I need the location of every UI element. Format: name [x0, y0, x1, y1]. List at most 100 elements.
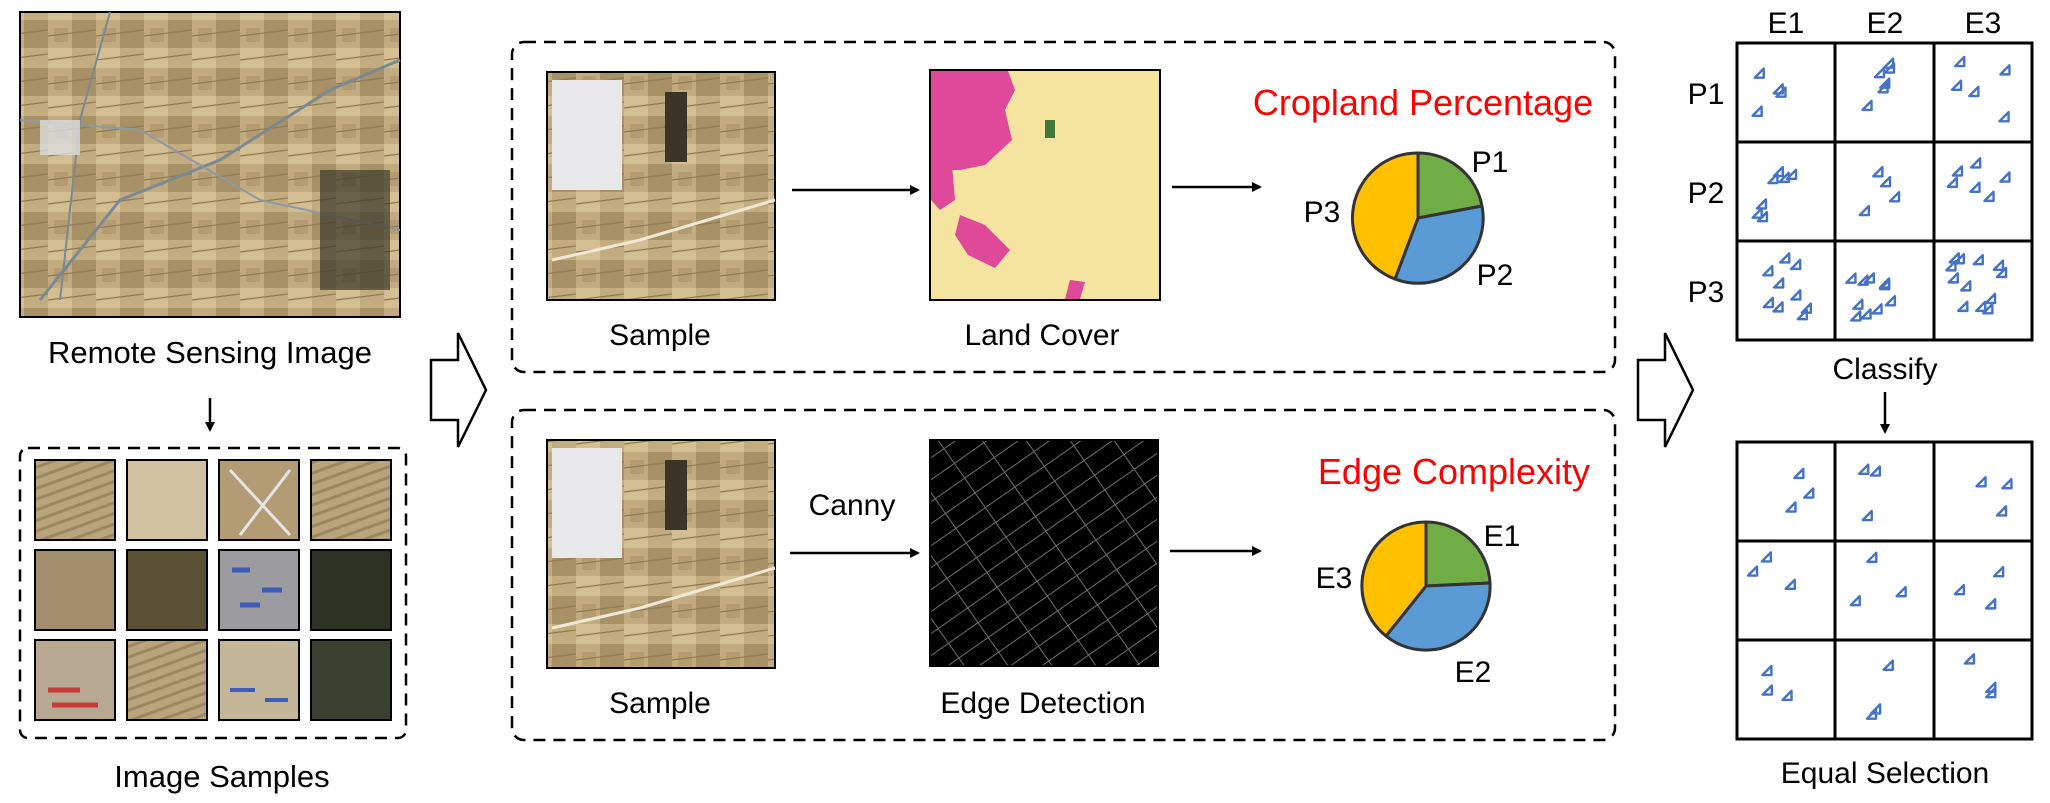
triangle-marker: [1995, 505, 2008, 517]
sample-image-bottom: [546, 439, 776, 669]
triangle-marker: [1767, 172, 1779, 185]
triangle-marker: [1785, 501, 1797, 513]
pie-label-p2: P2: [1477, 259, 1514, 292]
classify-grid: [1735, 41, 2034, 342]
land-cover-label: Land Cover: [964, 319, 1119, 352]
pie-label-p1: P1: [1472, 146, 1509, 179]
triangle-marker: [1760, 551, 1773, 563]
equal-selection-label: Equal Selection: [1781, 757, 1989, 790]
triangle-marker: [1869, 465, 1882, 477]
triangle-marker: [1995, 266, 2008, 279]
triangle-marker: [1984, 292, 1997, 305]
triangle-marker: [1948, 252, 1960, 264]
edge-detection-label: Edge Detection: [940, 687, 1145, 720]
triangle-marker: [1945, 260, 1957, 272]
cropland-pie: [1350, 151, 1485, 285]
triangle-marker: [1785, 168, 1798, 181]
triangle-marker: [1790, 289, 1802, 301]
triangle-marker: [1753, 67, 1765, 79]
equal-selection-grid: [1735, 440, 2034, 741]
triangle-marker: [1860, 308, 1872, 320]
triangle-marker: [1857, 274, 1869, 286]
triangle-marker: [1951, 165, 1964, 177]
triangle-marker: [1992, 565, 2005, 578]
triangle-marker: [1947, 272, 1959, 284]
triangle-marker: [1888, 191, 1901, 203]
triangle-marker: [1850, 310, 1862, 322]
triangle-marker: [1954, 55, 1966, 68]
triangle-marker: [1972, 253, 1984, 266]
triangle-marker: [1884, 295, 1897, 307]
triangle-marker: [1866, 551, 1878, 564]
triangle-marker: [1872, 166, 1884, 178]
cropland-panel: [510, 40, 1617, 374]
pie-slice-p3: [1350, 151, 1420, 281]
selection-triangles: [1746, 463, 2013, 720]
triangle-marker: [1762, 296, 1774, 309]
triangle-marker: [1963, 653, 1976, 665]
triangle-marker: [1751, 207, 1763, 219]
image-samples-label: Image Samples: [114, 759, 329, 794]
triangle-marker: [1983, 190, 1995, 203]
flow-arrow-right: [1636, 332, 1695, 448]
triangle-marker: [1778, 171, 1790, 184]
triangle-marker: [1975, 300, 1987, 313]
sample-image-top: [546, 71, 776, 301]
triangle-marker: [1761, 664, 1773, 677]
triangle-marker: [1762, 265, 1774, 277]
triangle-marker: [1969, 157, 1982, 169]
triangle-marker: [1789, 258, 1802, 271]
triangle-marker: [1781, 689, 1793, 702]
triangle-marker: [1999, 64, 2011, 76]
row-header-p2: P2: [1688, 177, 1725, 210]
triangle-marker: [1957, 300, 1969, 313]
pie-label-e1: E1: [1484, 520, 1521, 553]
triangle-marker: [1803, 487, 1815, 499]
flow-arrow-left: [429, 332, 488, 448]
triangle-marker: [1784, 578, 1796, 591]
edge-pie: [1360, 520, 1492, 652]
triangle-marker: [1852, 298, 1864, 310]
triangle-marker: [1858, 463, 1870, 475]
triangle-marker: [1878, 278, 1891, 291]
triangle-marker: [1772, 301, 1784, 313]
triangle-marker: [1968, 85, 1980, 98]
remote-sensing-image: [19, 11, 401, 318]
edge-detection-image: [929, 439, 1159, 667]
pie-label-p3: P3: [1304, 196, 1341, 229]
triangle-marker: [1984, 598, 1997, 610]
triangle-marker: [1982, 303, 1994, 315]
triangle-marker: [1960, 280, 1972, 292]
remote-sensing-image-label: Remote Sensing Image: [48, 335, 372, 370]
triangle-marker: [1998, 111, 2010, 123]
triangle-marker: [1751, 105, 1763, 117]
triangle-marker: [1895, 585, 1907, 598]
triangle-marker: [1861, 99, 1873, 112]
triangle-marker: [1863, 272, 1876, 284]
triangle-marker: [1865, 708, 1878, 720]
triangle-marker: [1992, 259, 2005, 271]
pie-slice-p1: [1416, 151, 1484, 220]
triangle-marker: [1845, 272, 1857, 284]
triangle-marker: [1772, 277, 1785, 289]
triangle-marker: [1877, 82, 1889, 94]
classify-label: Classify: [1832, 353, 1937, 386]
triangle-marker: [2001, 477, 2013, 490]
pie-slice-e1: [1424, 520, 1492, 588]
triangle-marker: [1858, 204, 1871, 217]
triangle-marker: [1969, 181, 1981, 193]
row-header-p1: P1: [1688, 78, 1725, 111]
triangle-marker: [1871, 303, 1883, 315]
col-header-e2: E2: [1867, 7, 1904, 40]
image-samples-box: [18, 446, 408, 740]
canny-label: Canny: [809, 489, 896, 522]
triangle-marker: [1772, 83, 1784, 95]
row-header-p3: P3: [1688, 276, 1725, 309]
triangle-marker: [1879, 175, 1892, 188]
triangle-marker: [1779, 252, 1791, 264]
triangle-marker: [1975, 476, 1987, 488]
triangle-marker: [1746, 565, 1759, 577]
pie-slice-e2: [1384, 581, 1492, 652]
col-header-e3: E3: [1965, 7, 2002, 40]
